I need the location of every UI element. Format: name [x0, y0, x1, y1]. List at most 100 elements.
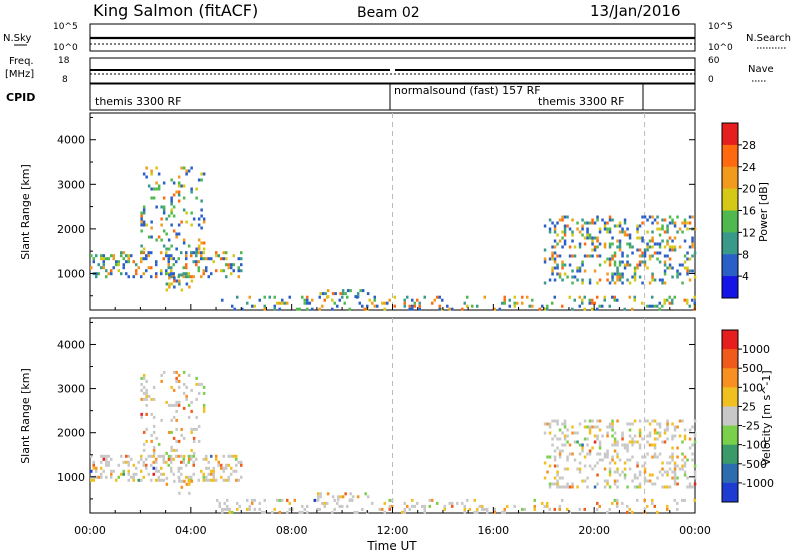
velocity-cell — [215, 454, 218, 458]
velocity-cell — [641, 455, 644, 459]
power-cell — [568, 263, 572, 267]
velocity-cell — [473, 510, 476, 514]
power-cell — [656, 304, 659, 308]
velocity-cell — [666, 473, 669, 477]
power-cell — [167, 214, 171, 218]
power-cell — [170, 269, 173, 273]
power-cell — [628, 281, 632, 285]
velocity-cell — [611, 434, 614, 438]
power-cell — [115, 263, 118, 267]
power-cell — [556, 221, 559, 225]
power-cell — [160, 238, 163, 242]
power-cell — [628, 295, 631, 299]
velocity-cell — [616, 470, 619, 474]
velocity-cell — [616, 479, 619, 483]
power-cell — [583, 254, 587, 258]
velocity-cell — [608, 485, 612, 489]
power-cell — [586, 233, 589, 237]
power-cell — [678, 263, 682, 267]
power-cell — [227, 263, 230, 267]
velocity-cell — [683, 455, 687, 459]
power-cell — [338, 298, 341, 302]
velocity-cell — [548, 507, 551, 511]
power-cell — [638, 260, 642, 264]
velocity-cell — [676, 464, 679, 468]
power-cell — [626, 233, 629, 237]
velocity-cell — [583, 455, 587, 459]
power-cell — [190, 187, 193, 191]
velocity-cell — [636, 498, 639, 502]
power-cell — [232, 254, 235, 258]
velocity-cell — [673, 428, 677, 432]
velocity-cell — [561, 422, 564, 426]
velocity-cell — [92, 460, 95, 464]
velocity-cell — [95, 469, 98, 473]
power-cell — [197, 247, 201, 251]
power-cell — [192, 260, 195, 264]
velocity-cell — [626, 443, 629, 447]
velocity-cell — [623, 461, 627, 465]
velocity-cell — [197, 391, 201, 395]
velocity-cell — [246, 498, 249, 502]
time-axis: 00:00 04:00 08:00 12:00 16:00 20:00 00:00 — [74, 524, 711, 537]
power-cell — [172, 181, 176, 185]
velocity-cell — [596, 437, 599, 441]
power-cell — [563, 239, 567, 243]
power-cell — [503, 301, 506, 305]
power-cell — [693, 275, 697, 279]
x-tick-label: 00:00 — [74, 524, 106, 537]
velocity-cell — [633, 440, 637, 444]
velocity-cell — [92, 463, 95, 467]
velocity-cell — [150, 433, 153, 437]
power-cell — [170, 223, 173, 227]
velocity-cell — [167, 430, 171, 434]
power-cell — [596, 254, 599, 258]
colorbar-tick-label: 4 — [742, 270, 749, 283]
velocity-cell — [546, 470, 549, 474]
velocity-cell — [220, 466, 223, 470]
velocity-cell — [408, 507, 411, 511]
velocity-cell — [195, 376, 198, 380]
power-cell — [306, 301, 309, 305]
velocity-cell — [618, 458, 622, 462]
velocity-cell — [556, 446, 559, 450]
power-cell — [215, 254, 218, 258]
velocity-cell — [541, 501, 544, 505]
colorbar-tick-label: 8 — [742, 248, 749, 261]
velocity-cell — [688, 446, 692, 450]
velocity-cell — [177, 466, 180, 470]
velocity-cell — [613, 479, 617, 483]
power-cell — [165, 272, 168, 276]
velocity-cell — [671, 452, 674, 456]
power-cell — [686, 298, 689, 302]
power-cell — [651, 236, 654, 240]
power-cell — [691, 298, 694, 302]
velocity-cell — [180, 472, 183, 476]
velocity-cell — [646, 419, 649, 423]
velocity-cell — [187, 415, 191, 419]
velocity-cell — [616, 443, 619, 447]
power-cell — [150, 172, 153, 176]
velocity-cell — [192, 454, 195, 458]
velocity-cell — [110, 457, 113, 461]
power-cell — [626, 260, 629, 264]
power-cell — [561, 263, 564, 267]
power-cell — [498, 307, 501, 311]
velocity-cell — [160, 472, 163, 476]
velocity-cell — [140, 382, 143, 386]
power-cell — [551, 272, 554, 276]
velocity-cell — [443, 504, 446, 508]
velocity-cell — [388, 507, 391, 511]
velocity-cell — [423, 504, 426, 508]
velocity-cell — [681, 419, 684, 423]
power-cell — [95, 275, 98, 279]
power-cell — [155, 187, 158, 191]
velocity-cell — [663, 485, 667, 489]
velocity-cell — [523, 507, 526, 511]
power-cell — [197, 251, 200, 255]
power-cell — [222, 251, 225, 255]
power-cell — [543, 281, 547, 285]
power-cell — [653, 304, 656, 308]
velocity-cell — [222, 454, 225, 458]
power-cell — [651, 278, 654, 282]
